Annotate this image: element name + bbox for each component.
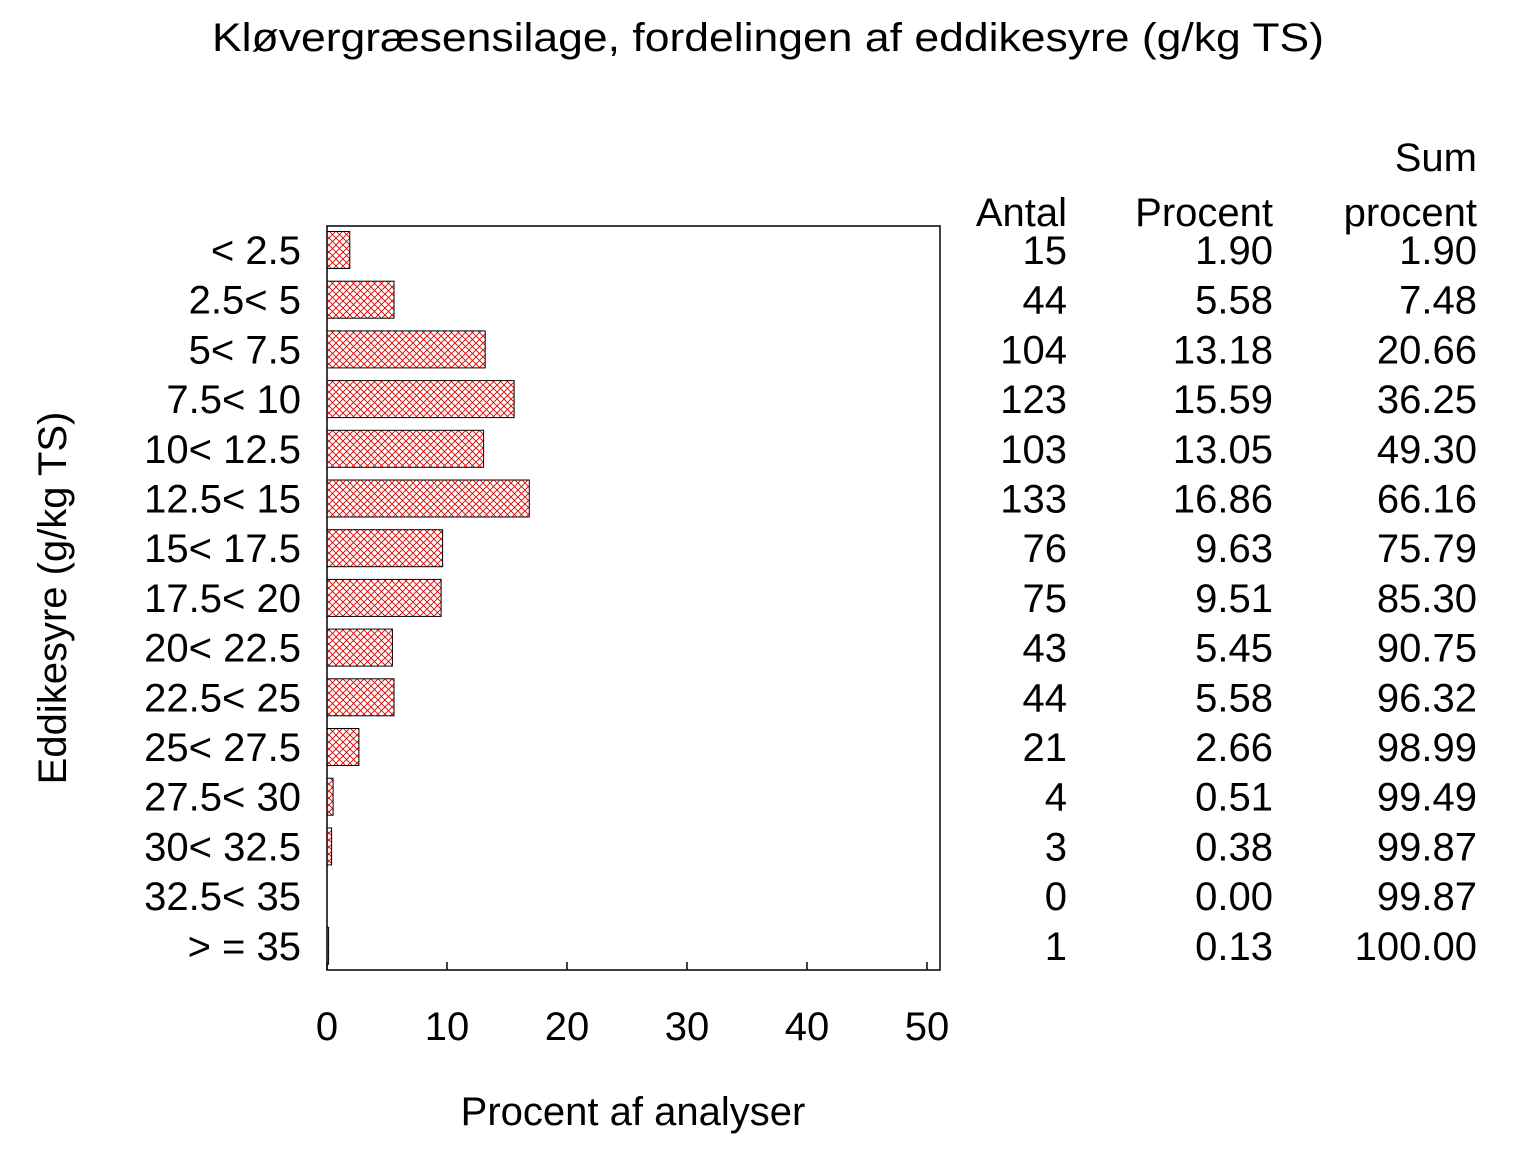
x-tick-label: 20 (545, 1005, 590, 1049)
category-label: 2.5< 5 (189, 279, 301, 323)
table-cell-antal: 3 (1045, 825, 1067, 869)
category-label: 30< 32.5 (144, 825, 301, 869)
category-label: 5< 7.5 (189, 328, 301, 372)
x-axis-label: Procent af analyser (461, 1090, 806, 1134)
table-cell-procent: 1.90 (1195, 229, 1273, 273)
table-cell-sum-procent: 98.99 (1377, 726, 1477, 770)
x-tick-label: 40 (785, 1005, 830, 1049)
table-cell-procent: 9.51 (1195, 577, 1273, 621)
x-tick-label: 30 (665, 1005, 710, 1049)
x-tick-label: 50 (905, 1005, 950, 1049)
table-cell-antal: 4 (1045, 776, 1067, 820)
category-label: 20< 22.5 (144, 627, 301, 671)
table-cell-procent: 5.45 (1195, 627, 1273, 671)
table-cell-antal: 123 (1000, 378, 1067, 422)
category-label: 17.5< 20 (144, 577, 301, 621)
table-cell-procent: 13.18 (1173, 328, 1273, 372)
x-axis: 0 10 20 30 40 50 (316, 962, 949, 1049)
table-cell-procent: 0.51 (1195, 776, 1273, 820)
table-cell-sum-procent: 1.90 (1399, 229, 1477, 273)
bar (326, 628, 393, 667)
category-label: 15< 17.5 (144, 527, 301, 571)
bar (326, 926, 330, 965)
table-cell-antal: 44 (1023, 279, 1068, 323)
table-cell-antal: 75 (1023, 577, 1068, 621)
table-cell-sum-procent: 20.66 (1377, 328, 1477, 372)
bar (326, 578, 442, 617)
category-label: 7.5< 10 (166, 378, 301, 422)
table-cell-sum-procent: 99.87 (1377, 875, 1477, 919)
category-label: 10< 12.5 (144, 428, 301, 472)
table-cell-procent: 9.63 (1195, 527, 1273, 571)
table-cell-procent: 0.13 (1195, 925, 1273, 969)
bar (326, 330, 486, 369)
table-cell-antal: 21 (1023, 726, 1068, 770)
table-cell-antal: 103 (1000, 428, 1067, 472)
category-label: 32.5< 35 (144, 875, 301, 919)
table-cell-sum-procent: 66.16 (1377, 478, 1477, 522)
table-cell-procent: 16.86 (1173, 478, 1273, 522)
table-cell-sum-procent: 99.49 (1377, 776, 1477, 820)
bar (326, 380, 515, 419)
category-label: > = 35 (188, 925, 301, 969)
table-cell-sum-procent: 85.30 (1377, 577, 1477, 621)
table-cell-procent: 5.58 (1195, 279, 1273, 323)
table-header-antal: Antal (976, 191, 1067, 235)
table-cell-sum-procent: 100.00 (1355, 925, 1477, 969)
category-labels: < 2.5 2.5< 5 5< 7.5 7.5< 10 10< 12.5 12.5< 15… (144, 229, 301, 969)
table-header-procent: Procent (1135, 191, 1273, 235)
table-cell-antal: 44 (1023, 676, 1068, 720)
table-cell-antal: 104 (1000, 328, 1067, 372)
bar (326, 827, 333, 866)
y-axis-label: Eddikesyre (g/kg TS) (31, 412, 75, 785)
bar (326, 280, 395, 319)
category-label: 12.5< 15 (144, 478, 301, 522)
table-cell-antal: 1 (1045, 925, 1067, 969)
category-label: < 2.5 (211, 229, 301, 273)
bar (326, 777, 334, 816)
table-header-sum-line2: procent (1344, 191, 1477, 235)
table-cell-procent: 5.58 (1195, 676, 1273, 720)
bar (326, 529, 444, 568)
bar (326, 429, 485, 468)
category-label: 22.5< 25 (144, 676, 301, 720)
table-cell-sum-procent: 75.79 (1377, 527, 1477, 571)
x-tick-label: 10 (425, 1005, 470, 1049)
category-label: 27.5< 30 (144, 776, 301, 820)
table-cell-sum-procent: 90.75 (1377, 627, 1477, 671)
table-cell-procent: 13.05 (1173, 428, 1273, 472)
table-cell-sum-procent: 49.30 (1377, 428, 1477, 472)
bars-layer (326, 231, 530, 965)
table-cell-procent: 2.66 (1195, 726, 1273, 770)
bar (326, 479, 530, 518)
table-cell-procent: 0.38 (1195, 825, 1273, 869)
table-cell-sum-procent: 99.87 (1377, 825, 1477, 869)
bar (326, 678, 395, 717)
x-tick-label: 0 (316, 1005, 338, 1049)
chart-title: Kløvergræsensilage, fordelingen af eddik… (212, 16, 1324, 60)
table-cell-antal: 15 (1023, 229, 1068, 273)
table-cell-procent: 0.00 (1195, 875, 1273, 919)
table-cell-sum-procent: 36.25 (1377, 378, 1477, 422)
category-label: 25< 27.5 (144, 726, 301, 770)
table-cell-antal: 133 (1000, 478, 1067, 522)
bar (326, 231, 351, 269)
table-cell-antal: 0 (1045, 875, 1067, 919)
table-cell-sum-procent: 96.32 (1377, 676, 1477, 720)
table-header-sum-line1: Sum (1395, 136, 1477, 180)
table-cell-sum-procent: 7.48 (1399, 279, 1477, 323)
table-cell-antal: 43 (1023, 627, 1068, 671)
table-cell-antal: 76 (1023, 527, 1068, 571)
bar (326, 728, 360, 766)
table-cell-procent: 15.59 (1173, 378, 1273, 422)
